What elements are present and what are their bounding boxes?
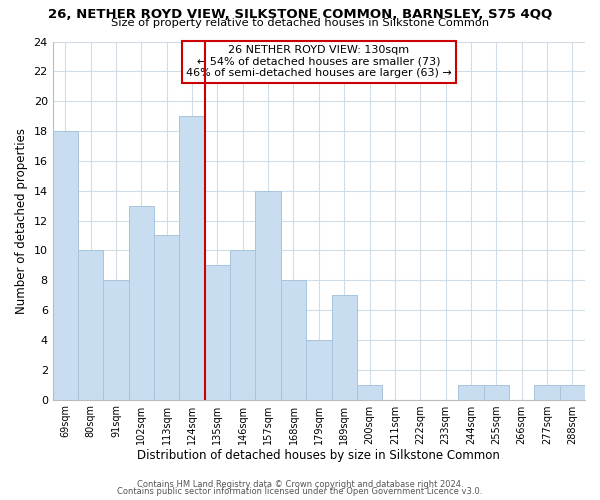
Bar bbox=[281, 280, 306, 400]
Bar bbox=[484, 384, 509, 400]
Text: Contains public sector information licensed under the Open Government Licence v3: Contains public sector information licen… bbox=[118, 487, 482, 496]
Bar bbox=[357, 384, 382, 400]
Bar bbox=[129, 206, 154, 400]
Bar bbox=[256, 190, 281, 400]
Bar bbox=[78, 250, 103, 400]
Bar bbox=[560, 384, 585, 400]
Text: 26 NETHER ROYD VIEW: 130sqm
← 54% of detached houses are smaller (73)
46% of sem: 26 NETHER ROYD VIEW: 130sqm ← 54% of det… bbox=[186, 45, 452, 78]
Bar bbox=[332, 295, 357, 400]
Bar bbox=[458, 384, 484, 400]
Y-axis label: Number of detached properties: Number of detached properties bbox=[15, 128, 28, 314]
Text: 26, NETHER ROYD VIEW, SILKSTONE COMMON, BARNSLEY, S75 4QQ: 26, NETHER ROYD VIEW, SILKSTONE COMMON, … bbox=[48, 8, 552, 20]
Bar bbox=[306, 340, 332, 400]
Text: Contains HM Land Registry data © Crown copyright and database right 2024.: Contains HM Land Registry data © Crown c… bbox=[137, 480, 463, 489]
Text: Size of property relative to detached houses in Silkstone Common: Size of property relative to detached ho… bbox=[111, 18, 489, 28]
Bar bbox=[154, 236, 179, 400]
Bar bbox=[535, 384, 560, 400]
Bar bbox=[205, 266, 230, 400]
X-axis label: Distribution of detached houses by size in Silkstone Common: Distribution of detached houses by size … bbox=[137, 450, 500, 462]
Bar bbox=[103, 280, 129, 400]
Bar bbox=[53, 131, 78, 400]
Bar bbox=[179, 116, 205, 400]
Bar bbox=[230, 250, 256, 400]
